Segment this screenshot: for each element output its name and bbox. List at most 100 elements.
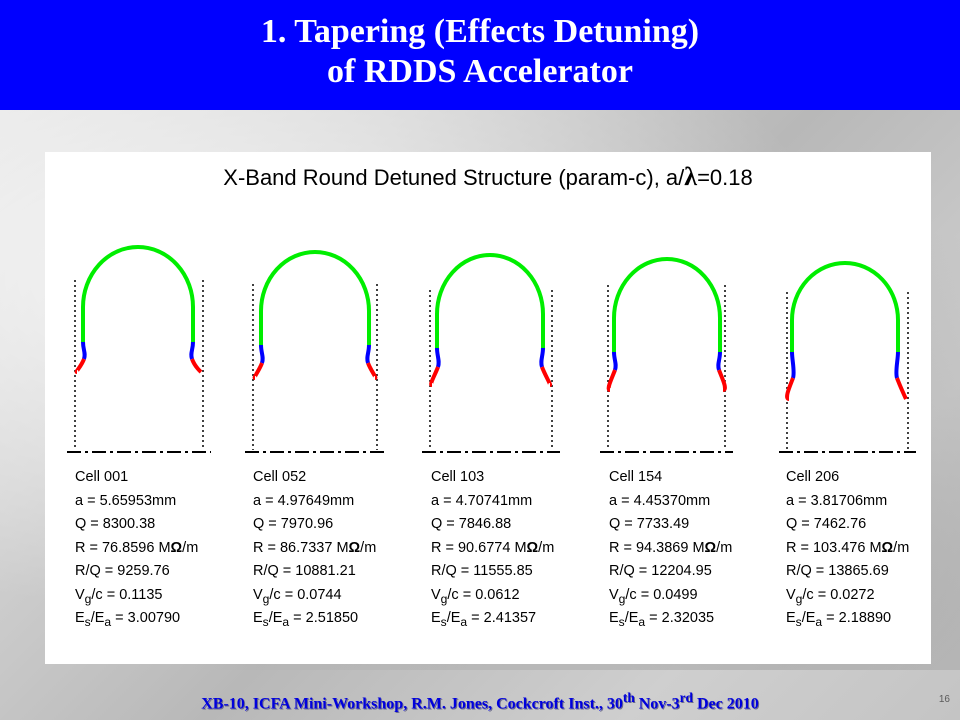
vg-subscript: g [84, 591, 92, 606]
vg-value: /c = 0.0612 [447, 586, 520, 603]
transition-right [894, 351, 900, 379]
vg-label: V [75, 586, 85, 603]
iris-left [785, 377, 795, 401]
es-label: E [431, 610, 441, 626]
q-factor: Q = 7970.96 [253, 516, 334, 532]
cell-params-4: Cell 154 a = 4.45370mm Q = 7733.49 R = 94.3… [609, 466, 779, 631]
transition-left [612, 351, 618, 371]
cavity-outer-wall [790, 261, 900, 352]
transition-right [365, 344, 371, 364]
q-factor: Q = 7733.49 [609, 516, 690, 532]
cell-profile-1 [67, 245, 211, 453]
cell-name: Cell 052 [253, 469, 307, 485]
group-velocity: Vg/c = 0.0272 [786, 584, 956, 608]
cell-params-2: Cell 052 a = 4.97649mm Q = 7970.96 R = 86.7… [253, 466, 423, 631]
shunt-impedance: R = 76.8596 MΩ/m [75, 537, 245, 561]
es-label: E [609, 610, 619, 626]
cavity-outer-wall [435, 253, 545, 348]
iris-radius: a = 5.65953mm [75, 492, 177, 509]
footer-sup-th: th [622, 690, 635, 705]
shunt-impedance-unit: /m [182, 539, 199, 556]
iris-right [717, 369, 727, 392]
field-ratio: Es/Ea = 2.41357 [431, 607, 601, 631]
omega-symbol: Ω [881, 539, 894, 556]
transition-left [790, 351, 796, 379]
shunt-impedance-value: R = 103.476 M [786, 539, 882, 556]
group-velocity: Vg/c = 0.1135 [75, 584, 245, 608]
vg-label: V [786, 586, 796, 603]
ea-label: /E [268, 610, 283, 626]
ea-subscript: a [282, 614, 290, 629]
cell-params-1: Cell 001 a = 5.65953mm Q = 8300.38 R = 76.8… [75, 466, 245, 631]
figure-title-text: X-Band Round Detuned Structure (param-c)… [223, 165, 685, 190]
es-subscript: s [440, 614, 447, 629]
transition-right [716, 351, 722, 371]
lambda-symbol: λ [684, 162, 698, 191]
r-over-q: R/Q = 9259.76 [75, 563, 170, 579]
footer-text-end: Dec 2010 [692, 695, 759, 713]
group-velocity: Vg/c = 0.0612 [431, 584, 601, 608]
ea-label: /E [90, 610, 105, 626]
vg-label: V [431, 586, 441, 603]
footer-citation: XB-10, ICFA Mini-Workshop, R.M. Jones, C… [0, 690, 960, 713]
transition-left [259, 344, 265, 364]
vg-subscript: g [440, 591, 448, 606]
ea-subscript: a [460, 614, 468, 629]
ea-label: /E [801, 610, 816, 626]
es-label: E [75, 610, 85, 626]
figure-panel: X-Band Round Detuned Structure (param-c)… [45, 152, 931, 664]
vg-value: /c = 0.1135 [91, 586, 163, 603]
q-factor: Q = 7462.76 [786, 516, 867, 532]
omega-symbol: Ω [170, 539, 183, 556]
vg-subscript: g [262, 591, 270, 606]
footer-sup-rd: rd [679, 690, 693, 705]
shunt-impedance-value: R = 86.7337 M [253, 539, 349, 556]
iris-right [540, 366, 553, 387]
ea-label: /E [624, 610, 639, 626]
vg-value: /c = 0.0272 [802, 586, 875, 603]
cavity-outer-wall [259, 250, 371, 345]
shunt-impedance: R = 94.3869 MΩ/m [609, 537, 779, 561]
vg-value: /c = 0.0744 [269, 586, 342, 603]
iris-right [895, 377, 908, 400]
es-label: E [786, 610, 796, 626]
shunt-impedance-unit: /m [360, 539, 377, 556]
es-ea-value: = 3.00790 [111, 610, 181, 626]
shunt-impedance-unit: /m [538, 539, 555, 556]
vg-label: V [609, 586, 619, 603]
omega-symbol: Ω [348, 539, 361, 556]
shunt-impedance: R = 86.7337 MΩ/m [253, 537, 423, 561]
shunt-impedance-unit: /m [716, 539, 733, 556]
cavity-outer-wall [612, 257, 722, 352]
es-ea-value: = 2.18890 [822, 610, 892, 626]
es-subscript: s [262, 614, 269, 629]
cell-params-3: Cell 103 a = 4.70741mm Q = 7846.88 R = 90.6… [431, 466, 601, 631]
es-subscript: s [84, 614, 91, 629]
omega-symbol: Ω [526, 539, 539, 556]
field-ratio: Es/Ea = 3.00790 [75, 607, 245, 631]
footer-text-mid: Nov-3 [634, 695, 680, 713]
cell-name: Cell 154 [609, 469, 663, 485]
iris-right [190, 358, 203, 374]
es-ea-value: = 2.41357 [467, 610, 537, 626]
iris-radius: a = 3.81706mm [786, 492, 888, 509]
iris-radius: a = 4.97649mm [253, 492, 355, 509]
shunt-impedance: R = 103.476 MΩ/m [786, 537, 956, 561]
transition-right [539, 347, 545, 368]
cell-profile-2 [245, 250, 385, 453]
cavity-outer-wall [81, 245, 195, 342]
iris-left [252, 362, 264, 380]
figure-title-value: =0.18 [697, 165, 753, 190]
es-subscript: s [795, 614, 802, 629]
vg-value: /c = 0.0499 [625, 586, 698, 603]
ea-subscript: a [638, 614, 646, 629]
vg-label: V [253, 586, 263, 603]
cell-profile-3 [422, 253, 560, 453]
omega-symbol: Ω [704, 539, 717, 556]
figure-title: X-Band Round Detuned Structure (param-c)… [45, 162, 931, 192]
iris-radius: a = 4.45370mm [609, 492, 711, 509]
vg-subscript: g [795, 591, 803, 606]
field-ratio: Es/Ea = 2.32035 [609, 607, 779, 631]
slide-title-line-2: of RDDS Accelerator [327, 53, 633, 90]
ea-subscript: a [104, 614, 112, 629]
